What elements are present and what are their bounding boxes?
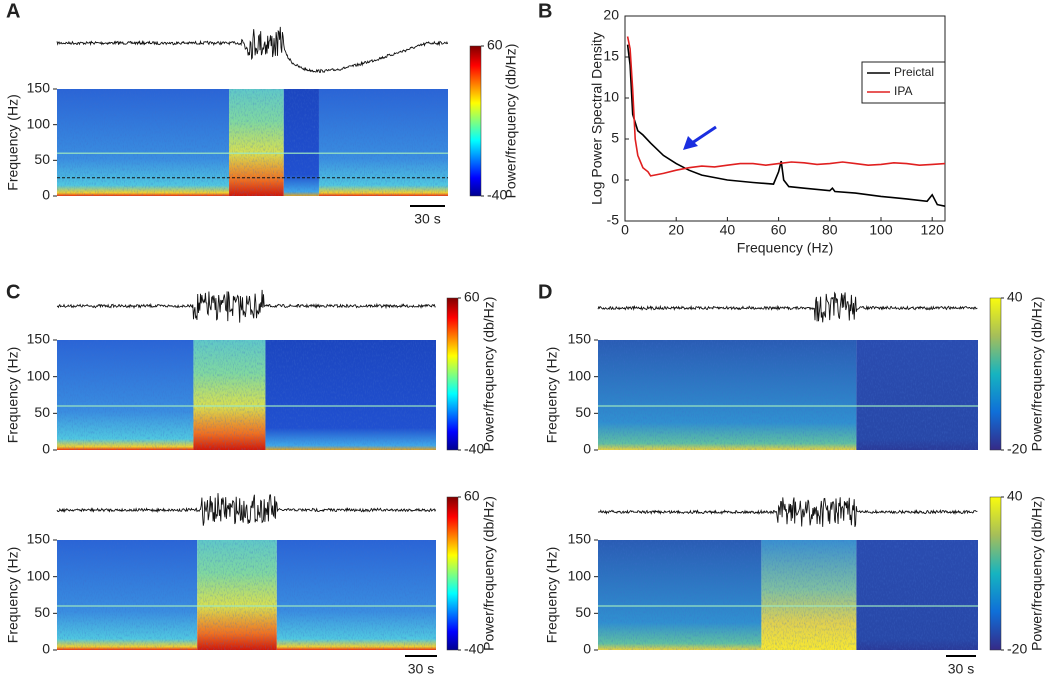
- y-tick-label: 50: [575, 404, 591, 420]
- y-tick-label: 0: [611, 171, 619, 187]
- y-tick-label: 0: [583, 641, 591, 657]
- legend-label: Preictal: [894, 65, 934, 79]
- panel-label: C: [6, 281, 20, 303]
- y-tick-label: 50: [34, 404, 50, 420]
- series-line: [628, 37, 945, 176]
- y-tick-label: 50: [575, 604, 591, 620]
- y-tick-label: 150: [568, 531, 592, 547]
- colorbar-label: Power/frequency (db/Hz): [1029, 297, 1045, 452]
- plot-frame: [625, 16, 945, 221]
- x-tick-label: 60: [771, 222, 787, 238]
- x-tick-label: 120: [921, 222, 945, 238]
- colorbar-tick-label: 40: [1007, 488, 1023, 504]
- y-axis-label: Frequency (Hz): [544, 547, 560, 643]
- y-tick-label: 50: [34, 604, 50, 620]
- colorbar: [990, 298, 1001, 450]
- arrow-head: [683, 136, 698, 150]
- y-axis-label: Log Power Spectral Density: [589, 32, 605, 205]
- eeg-trace: [598, 497, 977, 527]
- panel-label: D: [538, 281, 552, 303]
- x-tick-label: 0: [621, 222, 629, 238]
- legend-label: IPA: [894, 84, 912, 98]
- x-tick-label: 100: [869, 222, 893, 238]
- spectrogram-noise: [598, 540, 978, 650]
- y-tick-label: 15: [603, 48, 619, 64]
- panel-label: B: [538, 0, 552, 22]
- y-tick-label: 150: [27, 331, 51, 347]
- spectrogram-noise: [57, 540, 436, 650]
- colorbar-tick-label: 60: [464, 488, 480, 504]
- colorbar-tick-label: 60: [487, 37, 503, 53]
- x-axis-label: Frequency (Hz): [737, 240, 833, 256]
- arrow-annotation: [692, 127, 716, 143]
- scale-bar-label: 30 s: [408, 661, 434, 677]
- y-tick-label: 100: [27, 567, 51, 583]
- colorbar-tick-label: 40: [1007, 289, 1023, 305]
- y-tick-label: 50: [34, 151, 50, 167]
- colorbar: [447, 497, 458, 650]
- colorbar: [470, 46, 481, 196]
- y-tick-label: 150: [27, 531, 51, 547]
- colorbar-label: Power/frequency (db/Hz): [481, 297, 497, 452]
- y-tick-label: 100: [27, 115, 51, 131]
- y-tick-label: 0: [42, 187, 50, 203]
- y-tick-label: 5: [611, 130, 619, 146]
- spectrogram-noise: [57, 340, 436, 450]
- panel-label: A: [6, 0, 20, 22]
- y-axis-label: Frequency (Hz): [5, 547, 21, 643]
- eeg-trace: [598, 292, 977, 322]
- eeg-trace: [57, 27, 448, 73]
- eeg-trace: [57, 493, 436, 526]
- y-tick-label: 20: [603, 7, 619, 23]
- colorbar-label: Power/frequency (db/Hz): [1029, 496, 1045, 651]
- spectrogram-noise: [598, 340, 978, 450]
- scale-bar-label: 30 s: [948, 661, 974, 677]
- y-tick-label: 100: [27, 367, 51, 383]
- y-tick-label: -5: [607, 212, 620, 228]
- y-tick-label: 0: [583, 441, 591, 457]
- colorbar-label: Power/frequency (db/Hz): [481, 496, 497, 651]
- colorbar-tick-label: -20: [1007, 641, 1027, 657]
- y-tick-label: 0: [42, 641, 50, 657]
- y-tick-label: 150: [27, 80, 51, 96]
- x-tick-label: 80: [822, 222, 838, 238]
- y-tick-label: 100: [568, 367, 592, 383]
- colorbar: [447, 298, 458, 450]
- colorbar-tick-label: 60: [464, 289, 480, 305]
- y-axis-label: Frequency (Hz): [5, 94, 21, 190]
- x-tick-label: 20: [668, 222, 684, 238]
- scale-bar-label: 30 s: [414, 211, 440, 227]
- y-tick-label: 10: [603, 89, 619, 105]
- spectrogram-noise: [57, 89, 448, 196]
- x-tick-label: 40: [720, 222, 736, 238]
- y-tick-label: 100: [568, 567, 592, 583]
- colorbar: [990, 497, 1001, 650]
- eeg-trace: [57, 290, 436, 323]
- y-tick-label: 150: [568, 331, 592, 347]
- y-axis-label: Frequency (Hz): [544, 347, 560, 443]
- y-axis-label: Frequency (Hz): [5, 347, 21, 443]
- y-tick-label: 0: [42, 441, 50, 457]
- colorbar-tick-label: -20: [1007, 441, 1027, 457]
- colorbar-label: Power/frequency (db/Hz): [503, 44, 519, 199]
